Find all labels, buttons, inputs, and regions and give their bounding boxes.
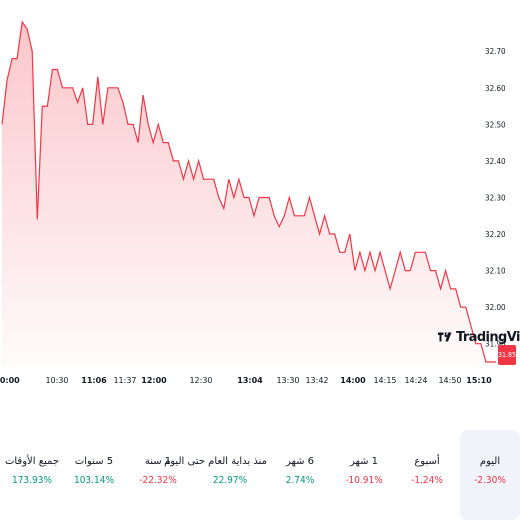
performance-periods: اليوم 2.30%- أسبوع 1.24%- 1 شهر 10.91%- 6 شهر 2… [0, 430, 520, 520]
price-chart[interactable]: 32.70 32.60 32.50 32.40 32.30 32.20 32.10 32.00… [0, 0, 520, 400]
period-label: 1 سنة [144, 456, 172, 467]
period-label: منذ بداية العام حتى اليوم [164, 456, 267, 467]
price-area [2, 22, 496, 366]
period-tab[interactable]: 1 سنة 22.32%- [128, 430, 188, 520]
x-tick-label: 10:00 [0, 376, 20, 385]
period-label: أسبوع [414, 456, 440, 467]
period-label: جميع الأوقات [4, 456, 60, 467]
x-tick-label: 13:42 [305, 376, 328, 385]
tradingview-logo-text: TradingView [456, 329, 520, 345]
price-line [1, 20, 496, 363]
x-tick-label: 13:04 [237, 376, 263, 385]
x-tick-label: 14:24 [404, 376, 427, 385]
period-tab[interactable]: 1 شهر 10.91%- [334, 430, 394, 520]
y-tick-label: 32.40 [485, 157, 506, 166]
period-change-value: 103.14% [73, 475, 115, 486]
period-tab[interactable]: اليوم 2.30%- [460, 430, 520, 520]
period-tab[interactable]: جميع الأوقات 173.93% [0, 430, 64, 520]
y-tick-label: 32.70 [485, 47, 506, 56]
period-change-value: 173.93% [11, 475, 53, 486]
x-tick-label: 11:37 [113, 376, 136, 385]
period-change-value: 22.32%- [139, 475, 177, 486]
period-label: 1 شهر [349, 456, 379, 467]
x-tick-label: 12:30 [189, 376, 212, 385]
y-tick-label: 32.30 [485, 193, 506, 202]
period-label: 6 شهر [285, 456, 315, 467]
period-tab[interactable]: منذ بداية العام حتى اليوم 22.97% [164, 430, 267, 520]
x-tick-label: 14:15 [373, 376, 396, 385]
tradingview-logo[interactable]: TradingView [438, 328, 520, 346]
x-tick-label: 12:00 [141, 376, 167, 385]
period-tab[interactable]: 6 شهر 2.74% [270, 430, 330, 520]
y-tick-label: 32.00 [485, 303, 506, 312]
x-tick-label: 14:00 [340, 376, 366, 385]
period-change-value: 2.74% [285, 475, 315, 486]
period-tab[interactable]: 5 سنوات 103.14% [64, 430, 124, 520]
x-tick-label: 10:30 [45, 376, 68, 385]
period-label: 5 سنوات [74, 456, 114, 467]
period-change-value: 1.24%- [411, 475, 443, 486]
x-tick-label: 11:06 [81, 376, 107, 385]
y-axis: 32.70 32.60 32.50 32.40 32.30 32.20 32.10 32.00… [485, 47, 506, 348]
period-label: اليوم [479, 456, 501, 467]
x-tick-label: 13:30 [276, 376, 299, 385]
x-axis: 10:00 10:30 11:06 11:37 12:00 12:30 13:04 13:30… [0, 376, 492, 385]
period-change-value: 10.91%- [345, 475, 383, 486]
last-price-tag: 31.85 [498, 345, 516, 365]
y-tick-label: 32.60 [485, 84, 506, 93]
period-change-value: 2.30%- [474, 475, 506, 486]
period-tab[interactable]: أسبوع 1.24%- [397, 430, 457, 520]
period-change-value: 22.97% [212, 475, 248, 486]
tradingview-mark-icon [438, 332, 452, 342]
y-tick-label: 31.90 [485, 340, 506, 349]
x-tick-label: 14:50 [438, 376, 461, 385]
y-tick-label: 32.10 [485, 267, 506, 276]
x-tick-label: 15:10 [466, 376, 492, 385]
y-tick-label: 32.20 [485, 230, 506, 239]
y-tick-label: 32.50 [485, 120, 506, 129]
